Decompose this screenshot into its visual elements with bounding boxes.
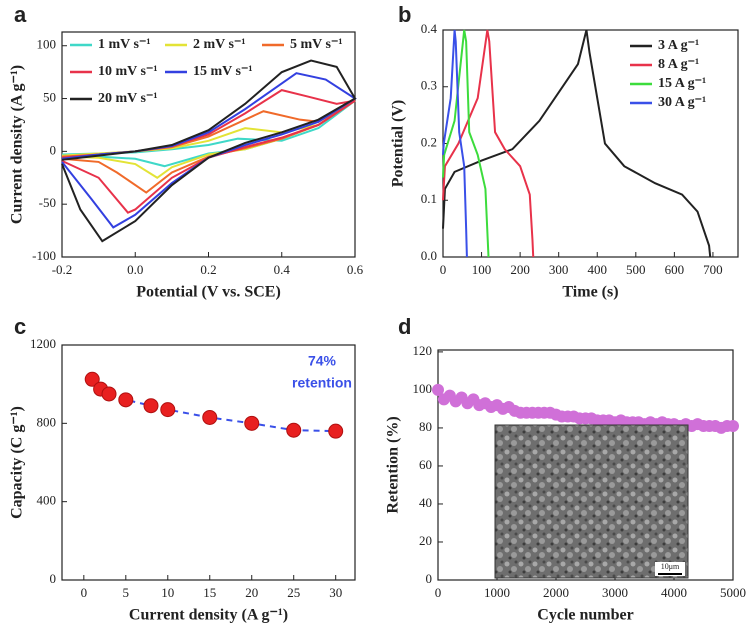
x-tick-label: 0.0 — [127, 262, 143, 277]
plot-frame — [61, 344, 356, 581]
data-point — [118, 392, 134, 408]
legend-label: 15 mV s⁻¹ — [193, 64, 253, 79]
x-tick-label: 20 — [245, 585, 258, 600]
data-point — [202, 409, 218, 425]
x-tick-label: 4000 — [661, 585, 687, 600]
y-tick-label: 0 — [50, 142, 57, 157]
x-tick-label: 5000 — [720, 585, 746, 600]
y-tick-label: 60 — [419, 457, 432, 472]
trend-line — [91, 378, 336, 433]
x-tick-label: 0 — [81, 585, 88, 600]
x-axis-label: Potential (V vs. SCE) — [136, 284, 281, 301]
legend-label: 15 A g⁻¹ — [658, 76, 706, 91]
x-axis-label: Time (s) — [562, 284, 618, 301]
data-point — [101, 386, 117, 402]
x-tick-label: 25 — [287, 585, 300, 600]
series-line — [442, 29, 490, 258]
legend-label: 3 A g⁻¹ — [658, 38, 699, 53]
data-point — [84, 371, 100, 387]
series-line — [442, 29, 468, 258]
inset-scale-box — [655, 562, 685, 576]
data-point — [143, 398, 159, 414]
x-tick-label: 0.2 — [200, 262, 216, 277]
x-tick-label: 600 — [665, 262, 685, 277]
legend-label: 20 mV s⁻¹ — [98, 91, 158, 106]
annotation: retention — [292, 375, 352, 391]
data-point — [727, 420, 739, 433]
panel-label: a — [14, 2, 27, 27]
x-tick-label: 5 — [123, 585, 130, 600]
x-tick-label: 500 — [626, 262, 646, 277]
data-point — [328, 423, 344, 439]
x-tick-label: 30 — [329, 585, 342, 600]
x-axis-label: Cycle number — [537, 607, 633, 624]
data-point — [432, 383, 444, 396]
y-axis-label: Potential (V) — [390, 100, 407, 188]
y-tick-label: 1200 — [30, 336, 56, 351]
y-tick-label: 50 — [43, 90, 56, 105]
series-line — [61, 59, 357, 243]
x-tick-label: 1000 — [484, 585, 510, 600]
annotation: 74% — [308, 353, 337, 369]
y-tick-label: 20 — [419, 533, 432, 548]
panel-label: c — [14, 314, 26, 339]
y-tick-label: 100 — [37, 37, 57, 52]
x-tick-label: -0.2 — [52, 262, 73, 277]
x-tick-label: 700 — [703, 262, 723, 277]
plot-frame — [437, 349, 734, 581]
x-tick-label: 2000 — [543, 585, 569, 600]
x-tick-label: 200 — [510, 262, 530, 277]
y-tick-label: 0 — [426, 571, 433, 586]
data-point — [244, 415, 260, 431]
y-tick-label: 0.4 — [421, 21, 438, 36]
y-tick-label: 40 — [419, 495, 432, 510]
x-tick-label: 15 — [203, 585, 216, 600]
x-axis-label: Current density (A g⁻¹) — [129, 607, 288, 624]
series-line — [442, 29, 712, 258]
series-line — [61, 89, 356, 214]
y-tick-label: 0.3 — [421, 78, 437, 93]
y-tick-label: 120 — [413, 343, 433, 358]
inset-scale-label: 10μm — [661, 562, 680, 571]
legend-label: 30 A g⁻¹ — [658, 95, 706, 110]
series-line — [442, 29, 535, 258]
legend-label: 10 mV s⁻¹ — [98, 64, 158, 79]
x-tick-label: 3000 — [602, 585, 628, 600]
y-tick-label: 800 — [37, 414, 57, 429]
y-tick-label: 80 — [419, 419, 432, 434]
data-point — [160, 402, 176, 418]
legend-label: 1 mV s⁻¹ — [98, 37, 151, 52]
panel-label: d — [398, 314, 411, 339]
y-axis-label: Capacity (C g⁻¹) — [9, 406, 26, 519]
x-tick-label: 0.6 — [347, 262, 364, 277]
legend-label: 2 mV s⁻¹ — [193, 37, 246, 52]
data-point — [286, 422, 302, 438]
y-tick-label: 400 — [37, 493, 57, 508]
inset-image — [494, 424, 689, 579]
y-axis-label: Retention (%) — [385, 416, 402, 513]
y-tick-label: 0.0 — [421, 248, 437, 263]
y-axis-label: Current density (A g⁻¹) — [9, 65, 26, 224]
x-tick-label: 400 — [587, 262, 607, 277]
series-line — [61, 99, 356, 194]
y-tick-label: 0.2 — [421, 134, 437, 149]
x-tick-label: 300 — [549, 262, 569, 277]
x-tick-label: 0.4 — [274, 262, 291, 277]
y-tick-label: -100 — [32, 248, 56, 263]
y-tick-label: 0.1 — [421, 191, 437, 206]
legend-label: 5 mV s⁻¹ — [290, 37, 343, 52]
x-tick-label: 0 — [435, 585, 442, 600]
panel-label: b — [398, 2, 411, 27]
x-tick-label: 100 — [472, 262, 492, 277]
y-tick-label: 100 — [413, 381, 433, 396]
x-tick-label: 10 — [161, 585, 174, 600]
y-tick-label: 0 — [50, 571, 57, 586]
legend-label: 8 A g⁻¹ — [658, 57, 699, 72]
y-tick-label: -50 — [39, 195, 56, 210]
x-tick-label: 0 — [440, 262, 447, 277]
